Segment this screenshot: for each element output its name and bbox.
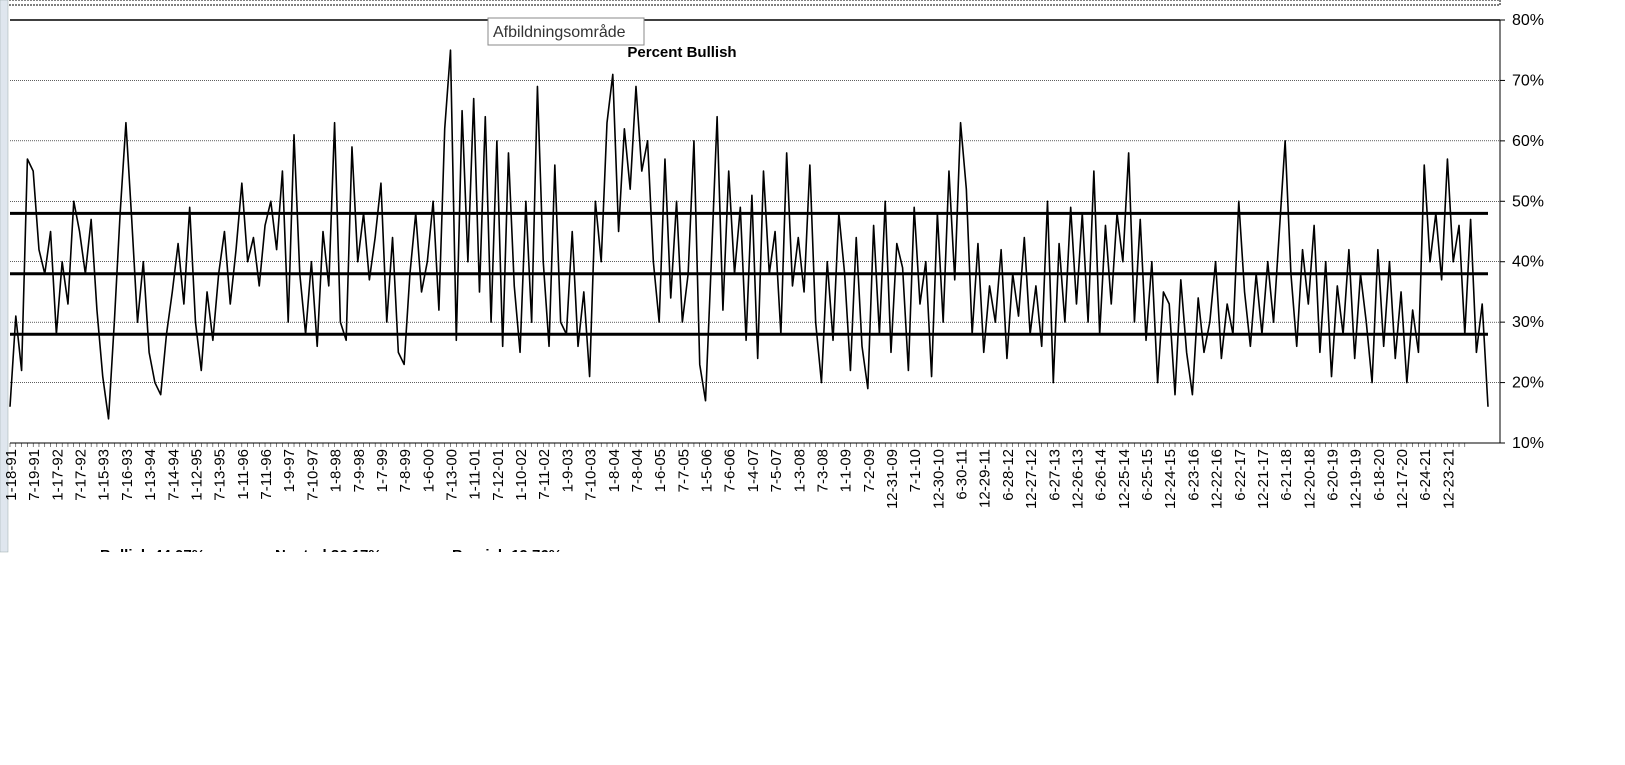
x-tick-label: 12-26-13: [1069, 449, 1086, 509]
x-tick-label: 7-6-06: [722, 449, 739, 492]
x-tick-label: 6-18-20: [1371, 449, 1388, 501]
x-tick-label: 12-23-21: [1440, 449, 1457, 509]
x-tick-label: 1-12-95: [188, 449, 205, 501]
x-tick-label: 7-16-93: [119, 449, 136, 501]
x-tick-label: 1-5-06: [699, 449, 716, 492]
x-tick-label: 12-24-15: [1162, 449, 1179, 509]
x-tick-label: 12-19-19: [1348, 449, 1365, 509]
x-tick-label: 6-27-13: [1046, 449, 1063, 501]
x-tick-label: 7-2-09: [861, 449, 878, 492]
x-tick-label: 6-25-15: [1139, 449, 1156, 501]
footer: Bullish 44.07% Neutral 36.17% Bearish 19…: [100, 547, 562, 564]
x-tick-label: 1-13-94: [142, 449, 159, 501]
x-tick-label: 1-6-05: [652, 449, 669, 492]
x-tick-label: 7-17-92: [73, 449, 90, 501]
x-tick-label: 12-20-18: [1301, 449, 1318, 509]
x-tick-label: 1-11-96: [235, 449, 252, 500]
x-tick-label: 12-30-10: [930, 449, 947, 509]
x-tick-label: 7-1-10: [907, 449, 924, 492]
x-tick-label: 12-25-14: [1116, 449, 1133, 509]
x-tick-label: 7-10-03: [583, 449, 600, 501]
x-tick-label: 6-23-16: [1185, 449, 1202, 501]
footer-text: Bearish 19.76%: [452, 547, 562, 564]
y-tick-label: 30%: [1512, 314, 1544, 331]
x-tick-label: 7-11-96: [258, 449, 275, 500]
x-tick-label: 6-26-14: [1093, 449, 1110, 501]
x-tick-label: 1-10-02: [513, 449, 530, 501]
x-tick-label: 1-3-08: [791, 449, 808, 492]
chart-area: [0, 0, 1625, 552]
x-tick-label: 7-8-99: [397, 449, 414, 492]
x-tick-label: 1-9-97: [281, 449, 298, 492]
x-tick-label: 6-20-19: [1325, 449, 1342, 501]
x-tick-label: 1-8-98: [328, 449, 345, 492]
x-tick-label: 7-3-08: [814, 449, 831, 492]
x-tick-label: 1-1-09: [838, 449, 855, 492]
y-tick-label: 60%: [1512, 133, 1544, 150]
x-tick-label: 1-7-99: [374, 449, 391, 492]
x-tick-label: 12-29-11: [977, 449, 994, 508]
x-tick-label: 7-9-98: [351, 449, 368, 492]
y-tick-label: 70%: [1512, 72, 1544, 89]
x-tick-label: 6-30-11: [954, 449, 971, 500]
x-tick-label: 6-24-21: [1417, 449, 1434, 501]
x-tick-label: 1-18-91: [3, 449, 20, 501]
x-tick-label: 7-13-00: [444, 449, 461, 501]
x-tick-label: 1-17-92: [49, 449, 66, 501]
y-tick-label: 20%: [1512, 375, 1544, 392]
x-tick-label: 1-11-01: [467, 449, 484, 500]
x-tick-label: 12-27-12: [1023, 449, 1040, 509]
x-tick-label: 12-31-09: [884, 449, 901, 509]
chart-title: Percent Bullish: [627, 44, 736, 61]
footer-text: Bullish 44.07%: [100, 547, 205, 564]
x-tick-label: 6-28-12: [1000, 449, 1017, 501]
x-tick-label: 6-22-17: [1232, 449, 1249, 501]
sheet-edge: [0, 0, 9, 553]
x-tick-label: 1-9-03: [559, 449, 576, 492]
x-tick-label: 7-14-94: [165, 449, 182, 501]
x-tick-label: 7-8-04: [629, 449, 646, 492]
upper-border: [0, 0, 1501, 6]
x-tick-label: 7-10-97: [304, 449, 321, 501]
x-tick-label: 7-19-91: [26, 449, 43, 501]
x-tick-label: 1-4-07: [745, 449, 762, 492]
tooltip: Afbildningsområde: [493, 23, 626, 41]
y-tick-label: 10%: [1512, 435, 1544, 452]
y-tick-label: 80%: [1512, 12, 1544, 29]
x-tick-label: 7-12-01: [490, 449, 507, 501]
footer-text: Neutral 36.17%: [275, 547, 382, 564]
x-tick-label: 12-22-16: [1209, 449, 1226, 509]
y-tick-label: 50%: [1512, 193, 1544, 210]
x-tick-label: 7-5-07: [768, 449, 785, 492]
tooltip-box: [487, 17, 645, 46]
x-tick-label: 7-13-95: [212, 449, 229, 501]
y-tick-label: 40%: [1512, 254, 1544, 271]
x-tick-label: 12-17-20: [1394, 449, 1411, 509]
x-tick-label: 7-11-02: [536, 449, 553, 500]
line-series: [9, 49, 1489, 420]
x-tick-label: 1-8-04: [606, 449, 623, 492]
x-tick-label: 1-6-00: [420, 449, 437, 492]
x-tick-label: 7-7-05: [675, 449, 692, 492]
x-tick-label: 1-15-93: [96, 449, 113, 501]
x-tick-label: 6-21-18: [1278, 449, 1295, 501]
x-tick-label: 12-21-17: [1255, 449, 1272, 509]
